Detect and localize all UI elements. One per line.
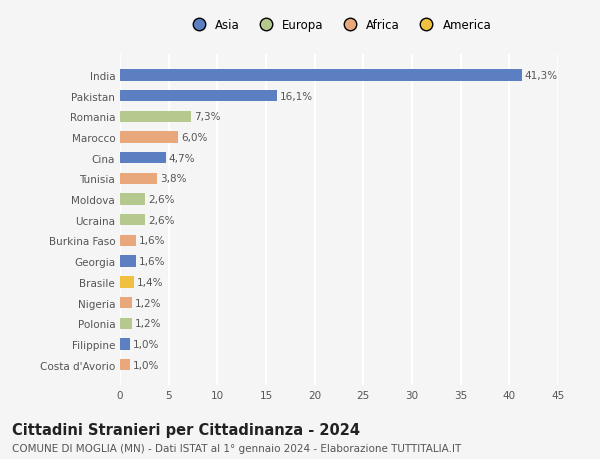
Text: 2,6%: 2,6% [148,195,175,205]
Text: 1,6%: 1,6% [139,257,165,267]
Text: 1,6%: 1,6% [139,236,165,246]
Text: 2,6%: 2,6% [148,215,175,225]
Bar [120,235,136,246]
Text: 1,0%: 1,0% [133,360,159,370]
Bar [120,339,130,350]
Text: 16,1%: 16,1% [280,91,313,101]
Bar [120,174,157,185]
Text: 7,3%: 7,3% [194,112,220,122]
Bar [120,112,191,123]
Bar [120,194,145,205]
Text: 6,0%: 6,0% [181,133,208,143]
Bar [120,70,522,81]
Text: 41,3%: 41,3% [525,71,558,81]
Bar [120,215,145,226]
Bar [120,297,131,308]
Bar [120,318,131,329]
Text: 1,2%: 1,2% [134,298,161,308]
Legend: Asia, Europa, Africa, America: Asia, Europa, Africa, America [182,15,496,37]
Bar [120,277,134,288]
Text: 1,0%: 1,0% [133,339,159,349]
Bar [120,359,130,370]
Bar [120,132,178,143]
Text: 1,2%: 1,2% [134,319,161,329]
Text: 3,8%: 3,8% [160,174,187,184]
Text: 4,7%: 4,7% [169,153,195,163]
Bar [120,153,166,164]
Bar [120,256,136,267]
Text: COMUNE DI MOGLIA (MN) - Dati ISTAT al 1° gennaio 2024 - Elaborazione TUTTITALIA.: COMUNE DI MOGLIA (MN) - Dati ISTAT al 1°… [12,443,461,453]
Bar [120,91,277,102]
Text: Cittadini Stranieri per Cittadinanza - 2024: Cittadini Stranieri per Cittadinanza - 2… [12,422,360,437]
Text: 1,4%: 1,4% [137,277,163,287]
